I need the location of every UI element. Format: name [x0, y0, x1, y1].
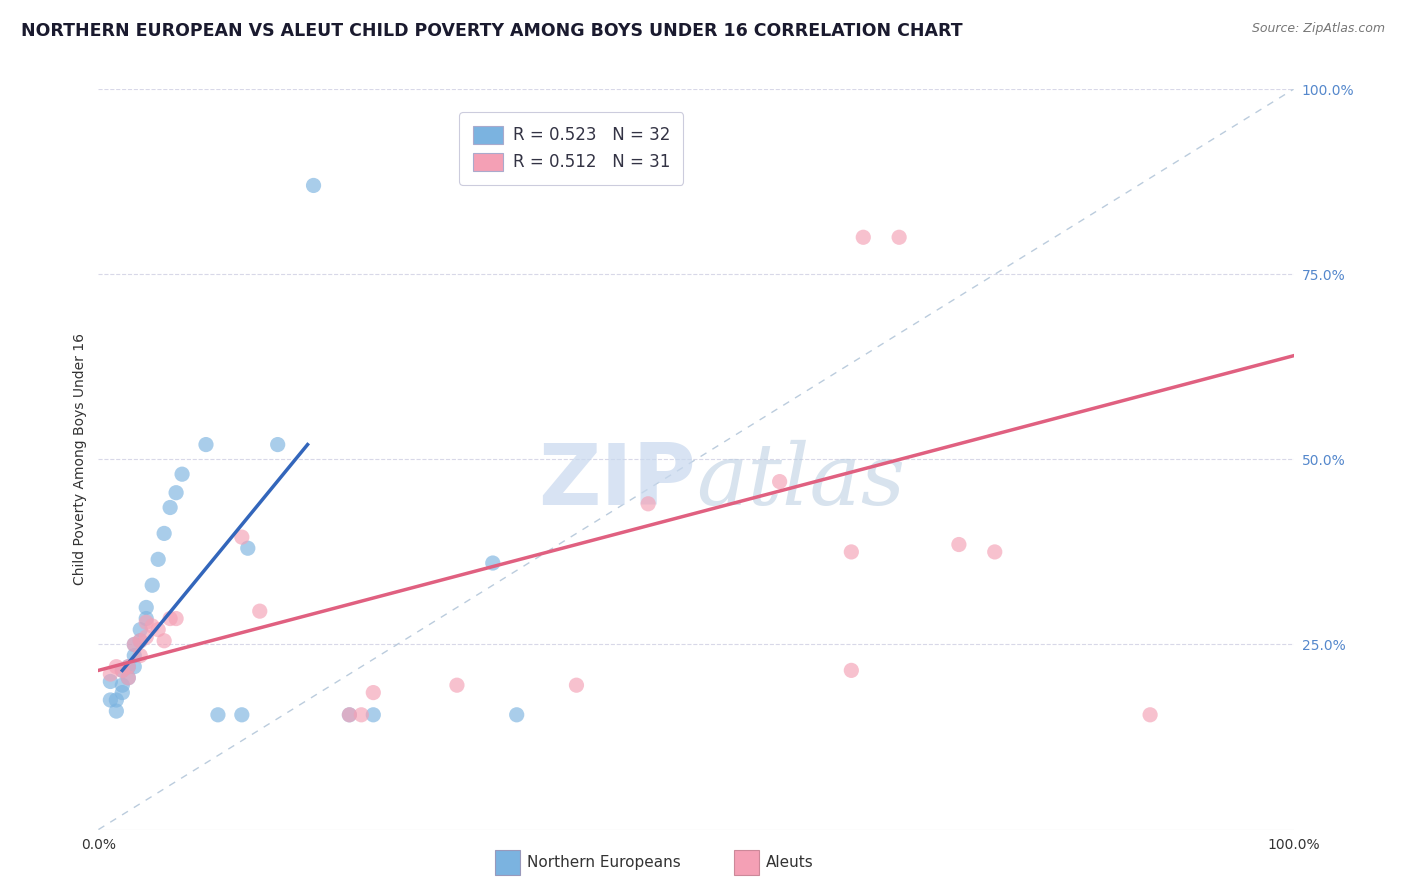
Point	[141, 578, 163, 592]
Point	[889, 230, 911, 244]
Point	[339, 707, 361, 722]
Point	[117, 671, 139, 685]
Point	[948, 537, 970, 551]
Point	[231, 530, 253, 544]
Point	[129, 648, 152, 663]
Point	[506, 707, 529, 722]
Point	[165, 611, 187, 625]
Point	[105, 693, 128, 707]
Point	[350, 707, 373, 722]
Point	[135, 615, 157, 630]
Point	[129, 623, 152, 637]
Point	[148, 623, 170, 637]
Text: ZIP: ZIP	[538, 440, 696, 523]
Point	[637, 497, 659, 511]
Text: atlas: atlas	[696, 441, 905, 523]
Point	[98, 693, 122, 707]
Text: Northern Europeans: Northern Europeans	[527, 855, 681, 870]
Point	[984, 545, 1007, 559]
Point	[207, 707, 229, 722]
Point	[124, 637, 146, 651]
Point	[231, 707, 253, 722]
Point	[363, 685, 385, 699]
Point	[267, 437, 290, 451]
Point	[135, 630, 157, 644]
Text: Aleuts: Aleuts	[766, 855, 814, 870]
Point	[105, 704, 128, 718]
Point	[129, 633, 152, 648]
Point	[249, 604, 271, 618]
Point	[565, 678, 588, 692]
Legend: R = 0.523   N = 32, R = 0.512   N = 31: R = 0.523 N = 32, R = 0.512 N = 31	[460, 112, 683, 185]
Point	[841, 664, 863, 678]
Point	[153, 526, 176, 541]
Point	[446, 678, 468, 692]
Point	[105, 659, 128, 673]
Point	[117, 659, 139, 673]
Point	[129, 633, 152, 648]
Point	[111, 685, 134, 699]
Point	[481, 556, 505, 570]
Point	[159, 611, 181, 625]
Point	[302, 178, 325, 193]
Point	[195, 437, 218, 451]
Point	[124, 648, 146, 663]
Point	[339, 707, 361, 722]
Point	[841, 545, 863, 559]
Point	[98, 667, 122, 681]
Text: NORTHERN EUROPEAN VS ALEUT CHILD POVERTY AMONG BOYS UNDER 16 CORRELATION CHART: NORTHERN EUROPEAN VS ALEUT CHILD POVERTY…	[21, 22, 963, 40]
Point	[111, 678, 134, 692]
Point	[159, 500, 181, 515]
Point	[172, 467, 194, 482]
Point	[1139, 707, 1161, 722]
Point	[768, 475, 790, 489]
Point	[236, 541, 259, 556]
Point	[124, 637, 146, 651]
Point	[165, 485, 187, 500]
Point	[363, 707, 385, 722]
Point	[852, 230, 875, 244]
Point	[117, 671, 139, 685]
Point	[153, 633, 176, 648]
Point	[124, 659, 146, 673]
Point	[141, 619, 163, 633]
Point	[117, 659, 139, 673]
Text: Source: ZipAtlas.com: Source: ZipAtlas.com	[1251, 22, 1385, 36]
Point	[148, 552, 170, 566]
Point	[111, 664, 134, 678]
Y-axis label: Child Poverty Among Boys Under 16: Child Poverty Among Boys Under 16	[73, 334, 87, 585]
Point	[111, 664, 134, 678]
Point	[98, 674, 122, 689]
Point	[135, 600, 157, 615]
Point	[135, 611, 157, 625]
